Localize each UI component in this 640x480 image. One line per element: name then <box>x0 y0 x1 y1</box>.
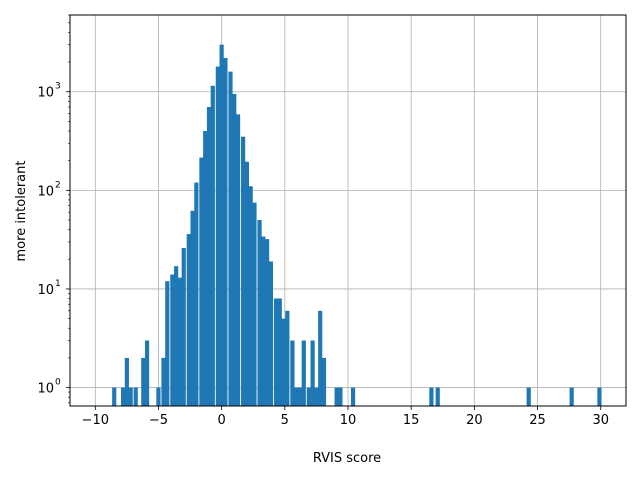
histogram-bar <box>334 387 339 406</box>
histogram-bar <box>241 136 246 406</box>
histogram-bar <box>194 182 199 406</box>
x-tick-label: 10 <box>340 413 357 428</box>
histogram-bar <box>321 357 327 406</box>
histogram-bar <box>268 261 274 406</box>
histogram-bar <box>265 239 270 406</box>
histogram-bar <box>273 298 279 406</box>
histogram-bar <box>156 387 161 406</box>
histogram-bar <box>223 57 228 407</box>
histogram-bar <box>301 340 306 406</box>
histogram-bar <box>306 387 311 406</box>
histogram-bar <box>141 357 146 406</box>
y-tick-exponent: 3 <box>55 82 61 92</box>
histogram-bar <box>244 161 250 406</box>
histogram-bar <box>314 387 319 406</box>
histogram-bar <box>350 387 356 406</box>
histogram-bar <box>248 186 253 406</box>
x-tick-label: 30 <box>592 413 609 428</box>
histogram-bar <box>285 310 290 406</box>
x-tick-label: 5 <box>281 413 289 428</box>
histogram-bar <box>161 357 166 406</box>
x-tick-label: 15 <box>403 413 420 428</box>
y-tick-label: 10 <box>37 184 54 199</box>
histogram-bar <box>174 266 179 406</box>
histogram-bar <box>281 318 286 406</box>
histogram-bar <box>203 130 208 406</box>
histogram-bar <box>199 157 204 406</box>
histogram-bar <box>310 340 315 406</box>
y-tick-label: 10 <box>37 86 54 101</box>
histogram-bar <box>228 71 233 407</box>
histogram-bar <box>526 387 531 406</box>
x-tick-label: 20 <box>466 413 483 428</box>
histogram-bar <box>294 387 299 406</box>
histogram-bar <box>252 202 257 406</box>
x-tick-label: −10 <box>82 413 109 428</box>
histogram-bar <box>144 340 150 406</box>
histogram-bar <box>210 85 215 407</box>
histogram-bar <box>232 93 237 406</box>
histogram-bar <box>318 310 323 406</box>
histogram-bar <box>186 234 191 406</box>
histogram-bar <box>290 340 295 406</box>
histogram-bar <box>120 387 126 406</box>
histogram-bar <box>429 387 434 406</box>
y-tick-exponent: 2 <box>55 180 61 190</box>
y-tick-label: 10 <box>37 283 54 298</box>
x-axis-ticks: −10 −5 0 5 10 15 20 25 30 <box>82 406 609 428</box>
histogram-bar <box>177 277 183 406</box>
histogram-bar <box>206 107 212 407</box>
histogram-bars <box>112 44 602 407</box>
histogram-bar <box>190 210 195 406</box>
histogram-bar <box>165 281 170 406</box>
y-tick-label: 10 <box>37 382 54 397</box>
histogram-bar <box>170 274 175 406</box>
histogram-bar <box>235 114 241 407</box>
histogram-bar <box>257 220 262 406</box>
x-tick-label: −5 <box>149 413 168 428</box>
histogram-bar <box>133 387 138 406</box>
histogram-bar <box>181 248 186 406</box>
histogram-bar <box>338 387 343 406</box>
histogram-bar <box>435 387 440 406</box>
histogram-bar <box>569 387 574 406</box>
x-axis-label: RVIS score <box>313 451 381 466</box>
histogram-bar <box>112 387 117 406</box>
histogram-bar <box>277 298 282 406</box>
x-tick-label: 25 <box>529 413 546 428</box>
y-tick-exponent: 1 <box>55 279 61 289</box>
histogram-bar <box>124 357 129 406</box>
y-tick-exponent: 0 <box>55 378 61 388</box>
histogram-bar <box>219 44 224 406</box>
histogram-bar <box>128 387 133 406</box>
histogram-bar <box>215 66 220 406</box>
histogram-bar <box>597 387 602 406</box>
x-tick-label: 0 <box>217 413 225 428</box>
histogram-bar <box>297 387 303 406</box>
histogram-bar <box>261 236 266 406</box>
y-axis-label: more intolerant <box>14 161 29 262</box>
